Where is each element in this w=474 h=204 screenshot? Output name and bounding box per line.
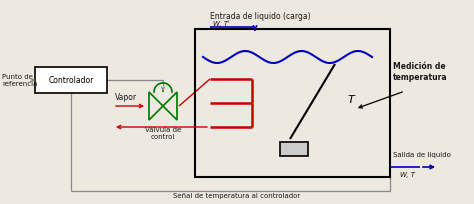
Text: Señal de temperatura al controlador: Señal de temperatura al controlador (173, 192, 301, 198)
Text: Punto de
referencia: Punto de referencia (2, 74, 37, 87)
Text: Entrada de liquido (carga): Entrada de liquido (carga) (210, 12, 310, 21)
Bar (195, 30, 390, 177)
Text: Válvula de
control: Válvula de control (145, 126, 181, 139)
Text: Vapor: Vapor (115, 93, 137, 102)
Text: T: T (348, 94, 355, 104)
Text: Medición de
temperatura: Medición de temperatura (393, 62, 447, 81)
Bar (35, 68, 107, 94)
Bar (280, 142, 308, 156)
Text: W, Tᴵ: W, Tᴵ (213, 20, 229, 27)
Text: Controlador: Controlador (48, 76, 94, 85)
Text: Salida de liquido: Salida de liquido (393, 151, 451, 157)
Text: W, T: W, T (400, 171, 415, 177)
